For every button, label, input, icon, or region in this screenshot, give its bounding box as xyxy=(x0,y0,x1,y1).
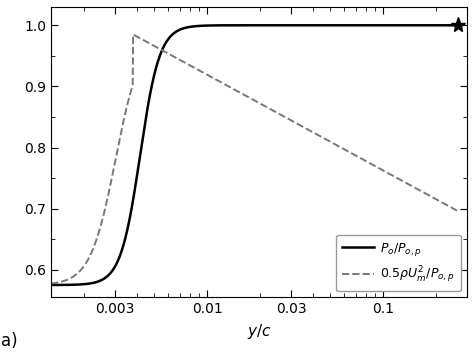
$P_o/P_{o,p}$ xyxy=(374,23,379,27)
Line: $0.5\rho U_m^2/P_{o,p}$: $0.5\rho U_m^2/P_{o,p}$ xyxy=(51,34,459,284)
$0.5\rho U_m^2/P_{o,p}$ xyxy=(48,282,54,286)
Legend: $P_o/P_{o,p}$, $0.5\rho U_m^2/P_{o,p}$: $P_o/P_{o,p}$, $0.5\rho U_m^2/P_{o,p}$ xyxy=(336,235,461,291)
$0.5\rho U_m^2/P_{o,p}$ xyxy=(130,32,136,37)
$P_o/P_{o,p}$ xyxy=(228,23,234,27)
$P_o/P_{o,p}$ xyxy=(90,281,96,285)
$0.5\rho U_m^2/P_{o,p}$ xyxy=(456,209,462,214)
Line: $P_o/P_{o,p}$: $P_o/P_{o,p}$ xyxy=(51,25,459,285)
$P_o/P_{o,p}$ xyxy=(213,23,219,28)
$0.5\rho U_m^2/P_{o,p}$ xyxy=(214,78,219,82)
$P_o/P_{o,p}$ xyxy=(48,283,54,287)
Text: a): a) xyxy=(1,332,18,350)
$0.5\rho U_m^2/P_{o,p}$ xyxy=(228,86,234,90)
$0.5\rho U_m^2/P_{o,p}$ xyxy=(90,248,96,252)
$P_o/P_{o,p}$ xyxy=(366,23,372,27)
$P_o/P_{o,p}$ xyxy=(456,23,462,27)
$0.5\rho U_m^2/P_{o,p}$ xyxy=(367,161,373,165)
$P_o/P_{o,p}$ xyxy=(328,23,334,27)
$0.5\rho U_m^2/P_{o,p}$ xyxy=(374,165,380,169)
$0.5\rho U_m^2/P_{o,p}$ xyxy=(329,140,335,144)
X-axis label: $y/c$: $y/c$ xyxy=(246,322,272,341)
